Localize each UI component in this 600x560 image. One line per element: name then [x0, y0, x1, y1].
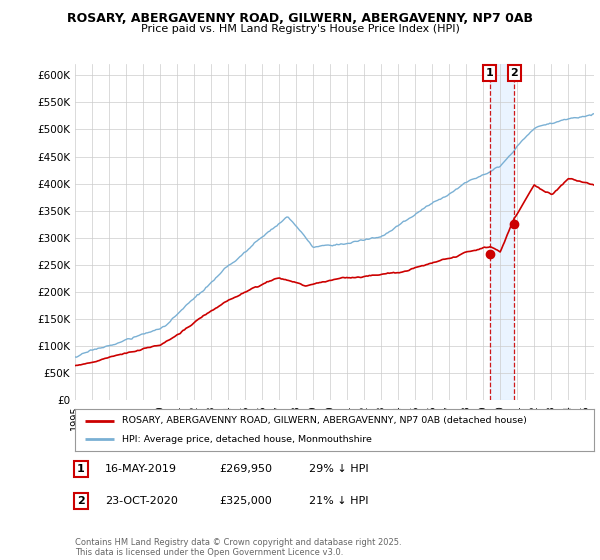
Text: 23-OCT-2020: 23-OCT-2020: [105, 496, 178, 506]
Text: 2: 2: [77, 496, 85, 506]
Text: ROSARY, ABERGAVENNY ROAD, GILWERN, ABERGAVENNY, NP7 0AB (detached house): ROSARY, ABERGAVENNY ROAD, GILWERN, ABERG…: [122, 416, 527, 425]
Text: ROSARY, ABERGAVENNY ROAD, GILWERN, ABERGAVENNY, NP7 0AB: ROSARY, ABERGAVENNY ROAD, GILWERN, ABERG…: [67, 12, 533, 25]
Text: 1: 1: [486, 68, 494, 78]
Text: 29% ↓ HPI: 29% ↓ HPI: [309, 464, 368, 474]
Text: 16-MAY-2019: 16-MAY-2019: [105, 464, 177, 474]
Text: £325,000: £325,000: [219, 496, 272, 506]
Text: £269,950: £269,950: [219, 464, 272, 474]
Text: 1: 1: [77, 464, 85, 474]
Text: 21% ↓ HPI: 21% ↓ HPI: [309, 496, 368, 506]
Text: 2: 2: [511, 68, 518, 78]
Text: Contains HM Land Registry data © Crown copyright and database right 2025.
This d: Contains HM Land Registry data © Crown c…: [75, 538, 401, 557]
Text: Price paid vs. HM Land Registry's House Price Index (HPI): Price paid vs. HM Land Registry's House …: [140, 24, 460, 34]
Bar: [490, 64, 514, 400]
Text: HPI: Average price, detached house, Monmouthshire: HPI: Average price, detached house, Monm…: [122, 435, 371, 444]
